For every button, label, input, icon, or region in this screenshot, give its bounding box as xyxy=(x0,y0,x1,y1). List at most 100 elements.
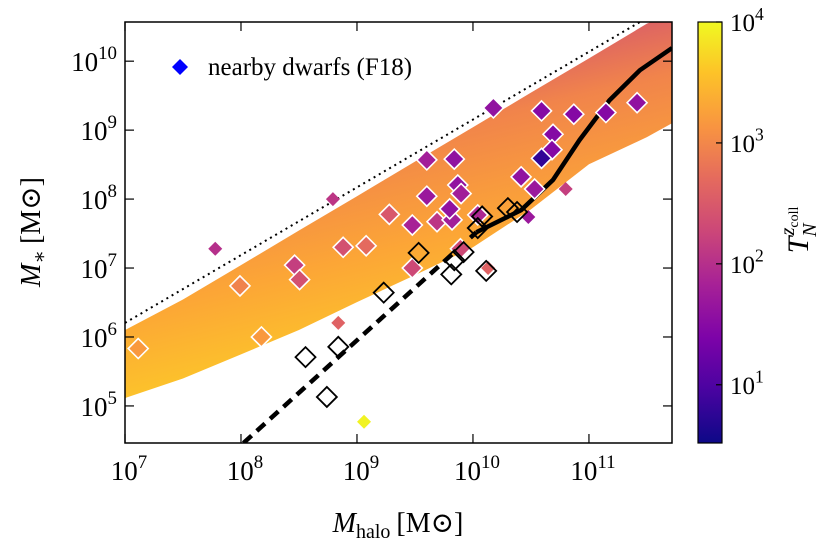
point xyxy=(401,256,424,280)
tick-label: 1011 xyxy=(570,452,615,486)
label-sup: z xyxy=(777,227,799,236)
tick-exponent: 1 xyxy=(755,367,764,387)
point xyxy=(288,268,311,291)
colorbar-label: TNzcoll xyxy=(777,206,821,253)
tick-label: 107 xyxy=(81,250,117,284)
legend-marker xyxy=(172,59,188,75)
tick-exponent: 9 xyxy=(370,452,379,473)
point xyxy=(625,91,649,114)
point xyxy=(452,240,475,264)
tick-label: 1010 xyxy=(71,43,117,77)
point xyxy=(294,345,317,369)
tick-base: 10 xyxy=(730,131,755,158)
tick-exponent: 4 xyxy=(755,4,764,24)
point xyxy=(530,147,553,170)
tick-exponent: 10 xyxy=(98,43,117,64)
tick-base: 10 xyxy=(730,10,755,37)
tick-base: 10 xyxy=(71,47,98,77)
tick-base: 10 xyxy=(81,185,108,215)
point xyxy=(378,203,401,226)
tick-base: 10 xyxy=(343,456,370,486)
tick-exponent: 7 xyxy=(108,250,117,271)
label-sub: ∗ xyxy=(29,250,51,264)
point xyxy=(449,182,473,205)
point xyxy=(505,200,529,224)
tick-base: 10 xyxy=(730,373,755,400)
colorbar xyxy=(697,21,723,444)
point xyxy=(327,335,350,359)
tick-label: 1010 xyxy=(454,452,500,486)
tick-label: 106 xyxy=(81,319,117,353)
tick-label: 108 xyxy=(81,181,117,215)
point xyxy=(315,385,339,409)
tick-exponent: 2 xyxy=(755,246,764,266)
point xyxy=(443,147,466,171)
dashed-line xyxy=(241,230,478,443)
tick-label: 109 xyxy=(81,112,117,146)
tick-label: 103 xyxy=(730,125,764,158)
label-sub: N xyxy=(799,222,821,238)
solid-line xyxy=(475,46,672,235)
tick-base: 10 xyxy=(730,252,755,279)
point xyxy=(415,148,438,172)
point xyxy=(250,325,273,349)
label-base: M xyxy=(332,508,358,539)
point xyxy=(325,192,340,207)
legend-label: nearby dwarfs (F18) xyxy=(208,54,412,81)
point xyxy=(442,248,466,272)
point xyxy=(332,236,355,259)
point xyxy=(562,103,585,126)
tick-label: 105 xyxy=(81,388,117,422)
tick-base: 10 xyxy=(227,456,254,486)
tick-exponent: 5 xyxy=(108,388,117,409)
tick-base: 10 xyxy=(111,456,138,486)
tick-label: 107 xyxy=(111,452,147,486)
label-sub: halo xyxy=(356,521,390,543)
axes-frame xyxy=(124,21,673,444)
point xyxy=(355,234,378,257)
point xyxy=(415,185,438,208)
tick-label: 101 xyxy=(730,367,764,400)
point xyxy=(481,261,496,276)
tick-exponent: 8 xyxy=(108,181,117,202)
label-base: M xyxy=(16,262,47,288)
point xyxy=(228,274,252,298)
label-unit: [M⊙] xyxy=(16,177,47,244)
tick-base: 10 xyxy=(81,116,108,146)
point xyxy=(466,203,489,227)
x-axis-label: Mhalo [M⊙] xyxy=(332,508,464,543)
point xyxy=(474,259,498,283)
point xyxy=(331,315,346,330)
point xyxy=(523,177,546,201)
point xyxy=(372,281,395,304)
point xyxy=(482,96,505,120)
tick-base: 10 xyxy=(81,323,108,353)
point xyxy=(401,213,424,237)
band-region xyxy=(125,22,672,399)
plot-area xyxy=(125,22,672,443)
tick-exponent: 6 xyxy=(108,319,117,340)
tick-exponent: 3 xyxy=(755,125,764,145)
point xyxy=(558,182,573,197)
point xyxy=(438,197,461,221)
tick-label: 108 xyxy=(227,452,263,486)
tick-base: 10 xyxy=(570,456,597,486)
point xyxy=(594,101,618,124)
tick-base: 10 xyxy=(81,254,108,284)
label-base: T xyxy=(782,234,815,253)
tick-base: 10 xyxy=(81,392,108,422)
tick-exponent: 9 xyxy=(108,112,117,133)
tick-label: 109 xyxy=(343,452,379,486)
y-axis-label: M∗ [M⊙] xyxy=(16,177,51,288)
tick-exponent: 7 xyxy=(138,452,147,473)
tick-label: 102 xyxy=(730,246,764,279)
point xyxy=(439,263,463,286)
point xyxy=(470,205,494,228)
label-unit: [M⊙] xyxy=(396,508,463,539)
point xyxy=(530,99,553,123)
label-supsub: coll xyxy=(787,206,802,227)
tick-exponent: 10 xyxy=(481,452,500,473)
point xyxy=(208,241,223,256)
tick-base: 10 xyxy=(454,456,481,486)
